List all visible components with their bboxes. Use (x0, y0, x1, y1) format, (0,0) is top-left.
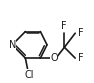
Text: Cl: Cl (24, 70, 34, 80)
Text: F: F (61, 21, 66, 31)
Text: O: O (50, 53, 58, 63)
Text: N: N (9, 40, 16, 50)
Text: F: F (78, 53, 83, 63)
Text: F: F (78, 28, 83, 38)
